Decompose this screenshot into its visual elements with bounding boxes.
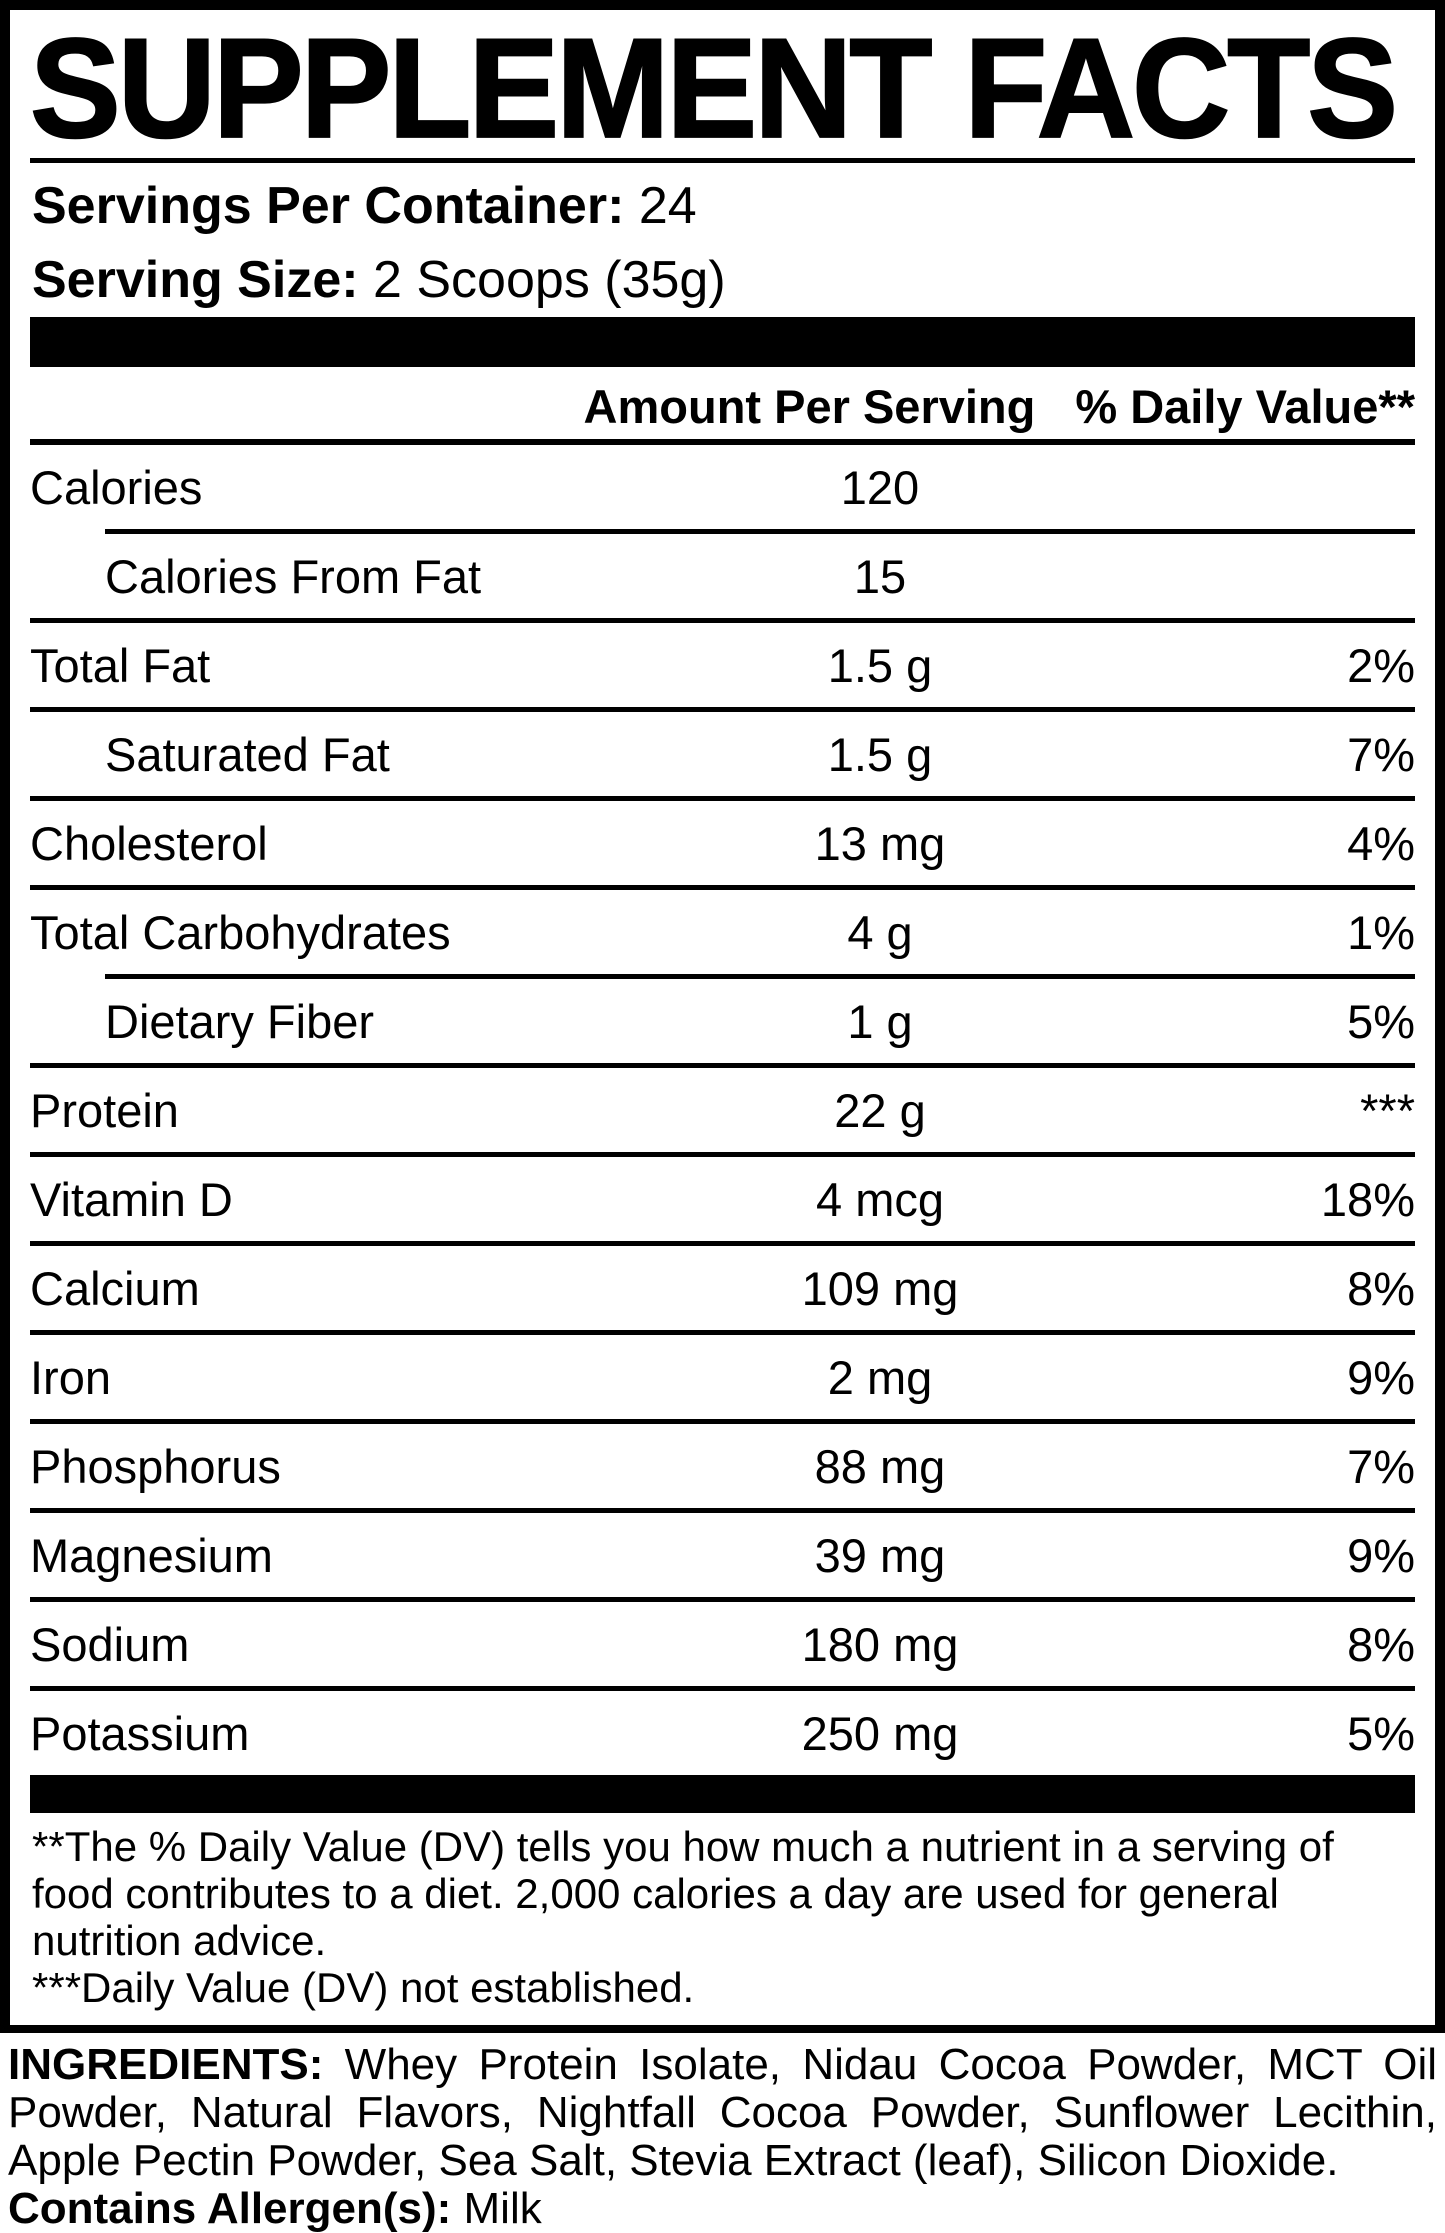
table-row-cholesterol: Cholesterol 13 mg 4%: [30, 801, 1415, 885]
serving-size-line: Serving Size: 2 Scoops (35g): [32, 243, 1415, 317]
row-separator: [30, 1686, 1415, 1691]
title-separator: [30, 158, 1415, 163]
row-separator: [30, 796, 1415, 801]
ingredients-section: INGREDIENTS: Whey Protein Isolate, Nidau…: [0, 2033, 1445, 2233]
table-row-iron: Iron 2 mg 9%: [30, 1335, 1415, 1419]
ingredients-text: Whey Protein Isolate, Nidau Cocoa Powder…: [8, 2040, 1437, 2185]
table-row-protein: Protein 22 g ***: [30, 1068, 1415, 1152]
bottom-black-bar: [30, 1775, 1415, 1813]
nutrient-amount: 39 mg: [814, 1528, 946, 1582]
nutrient-dv: ***: [1360, 1083, 1415, 1137]
nutrient-dv: 5%: [1347, 994, 1415, 1048]
nutrient-dv: 2%: [1347, 638, 1415, 692]
nutrient-name: Iron: [30, 1350, 111, 1404]
nutrient-dv: 4%: [1347, 816, 1415, 870]
nutrient-name: Vitamin D: [30, 1172, 233, 1226]
daily-value-footnote: **The % Daily Value (DV) tells you how m…: [32, 1823, 1334, 1964]
nutrient-dv: 9%: [1347, 1528, 1415, 1582]
row-separator: [30, 885, 1415, 890]
nutrient-name: Dietary Fiber: [105, 994, 375, 1048]
nutrient-name: Sodium: [30, 1617, 190, 1671]
table-row-calories-from-fat: Calories From Fat 15: [30, 534, 1415, 618]
nutrient-name: Calories: [30, 460, 203, 514]
nutrient-amount: 1.5 g: [827, 727, 933, 781]
nutrient-amount: 2 mg: [827, 1350, 933, 1404]
serving-size-label: Serving Size:: [32, 251, 359, 309]
nutrient-amount: 4 mcg: [816, 1172, 944, 1226]
row-separator: [30, 707, 1415, 712]
table-row-dietary-fiber: Dietary Fiber 1 g 5%: [30, 979, 1415, 1063]
table-row-vitamin-d: Vitamin D 4 mcg 18%: [30, 1157, 1415, 1241]
nutrient-dv: 1%: [1347, 905, 1415, 959]
nutrient-name: Total Carbohydrates: [30, 905, 451, 959]
serving-size-value: 2 Scoops (35g): [358, 251, 726, 309]
nutrient-dv: 5%: [1347, 1706, 1415, 1760]
nutrient-name: Magnesium: [30, 1528, 273, 1582]
nutrient-amount: 120: [840, 460, 920, 514]
nutrient-amount: 250 mg: [801, 1706, 959, 1760]
nutrient-amount: 15: [853, 549, 907, 603]
daily-value-header: % Daily Value**: [1075, 379, 1415, 433]
table-row-sodium: Sodium 180 mg 8%: [30, 1602, 1415, 1686]
row-separator: [30, 1152, 1415, 1157]
table-row-saturated-fat: Saturated Fat 1.5 g 7%: [30, 712, 1415, 796]
row-separator: [30, 1419, 1415, 1424]
nutrient-name: Phosphorus: [30, 1439, 281, 1493]
supplement-facts-panel: SUPPLEMENT FACTS Servings Per Container:…: [0, 0, 1445, 2033]
nutrient-name: Cholesterol: [30, 816, 268, 870]
amount-per-serving-header: Amount Per Serving: [583, 379, 1036, 433]
nutrient-dv: 8%: [1347, 1261, 1415, 1315]
nutrient-name: Saturated Fat: [105, 727, 390, 781]
ingredients-line: INGREDIENTS: Whey Protein Isolate, Nidau…: [8, 2041, 1437, 2185]
nutrient-dv: 7%: [1347, 727, 1415, 781]
row-separator: [30, 1241, 1415, 1246]
table-row-phosphorus: Phosphorus 88 mg 7%: [30, 1424, 1415, 1508]
row-separator: [30, 618, 1415, 623]
table-header: Amount Per Serving % Daily Value**: [30, 367, 1415, 439]
row-separator: [30, 1597, 1415, 1602]
allergen-line: Contains Allergen(s): Milk: [8, 2185, 1437, 2233]
nutrient-amount: 4 g: [847, 905, 913, 959]
nutrient-name: Total Fat: [30, 638, 211, 692]
footnotes: **The % Daily Value (DV) tells you how m…: [30, 1813, 1415, 2025]
servings-per-container-label: Servings Per Container:: [32, 177, 625, 235]
row-separator: [30, 1063, 1415, 1068]
table-row-magnesium: Magnesium 39 mg 9%: [30, 1513, 1415, 1597]
nutrient-amount: 88 mg: [814, 1439, 946, 1493]
nutrient-amount: 1.5 g: [827, 638, 933, 692]
nutrient-amount: 22 g: [834, 1083, 926, 1137]
ingredients-label: INGREDIENTS:: [8, 2040, 324, 2089]
nutrient-dv: 9%: [1347, 1350, 1415, 1404]
nutrient-amount: 180 mg: [801, 1617, 959, 1671]
nutrient-name: Calories From Fat: [105, 549, 482, 603]
table-row-total-carbohydrates: Total Carbohydrates 4 g 1%: [30, 890, 1415, 974]
serving-info: Servings Per Container: 24 Serving Size:…: [30, 163, 1415, 317]
nutrient-dv: 8%: [1347, 1617, 1415, 1671]
nutrient-name: Calcium: [30, 1261, 200, 1315]
table-row-total-fat: Total Fat 1.5 g 2%: [30, 623, 1415, 707]
row-separator: [105, 529, 1415, 534]
header-separator: [30, 439, 1415, 445]
top-black-bar: [30, 317, 1415, 367]
nutrient-amount: 13 mg: [814, 816, 946, 870]
nutrient-dv: 7%: [1347, 1439, 1415, 1493]
row-separator: [105, 974, 1415, 979]
nutrient-dv: 18%: [1320, 1172, 1415, 1226]
not-established-footnote: ***Daily Value (DV) not established.: [32, 1964, 695, 2011]
row-separator: [30, 1330, 1415, 1335]
nutrient-name: Potassium: [30, 1706, 250, 1760]
table-row-calories: Calories 120: [30, 445, 1415, 529]
nutrient-name: Protein: [30, 1083, 179, 1137]
servings-per-container-value: 24: [624, 177, 697, 235]
table-row-calcium: Calcium 109 mg 8%: [30, 1246, 1415, 1330]
servings-per-container-line: Servings Per Container: 24: [32, 169, 1415, 243]
nutrient-amount: 109 mg: [801, 1261, 959, 1315]
nutrient-amount: 1 g: [847, 994, 913, 1048]
row-separator: [30, 1508, 1415, 1513]
table-row-potassium: Potassium 250 mg 5%: [30, 1691, 1415, 1775]
supplement-facts-title: SUPPLEMENT FACTS: [29, 8, 1399, 168]
